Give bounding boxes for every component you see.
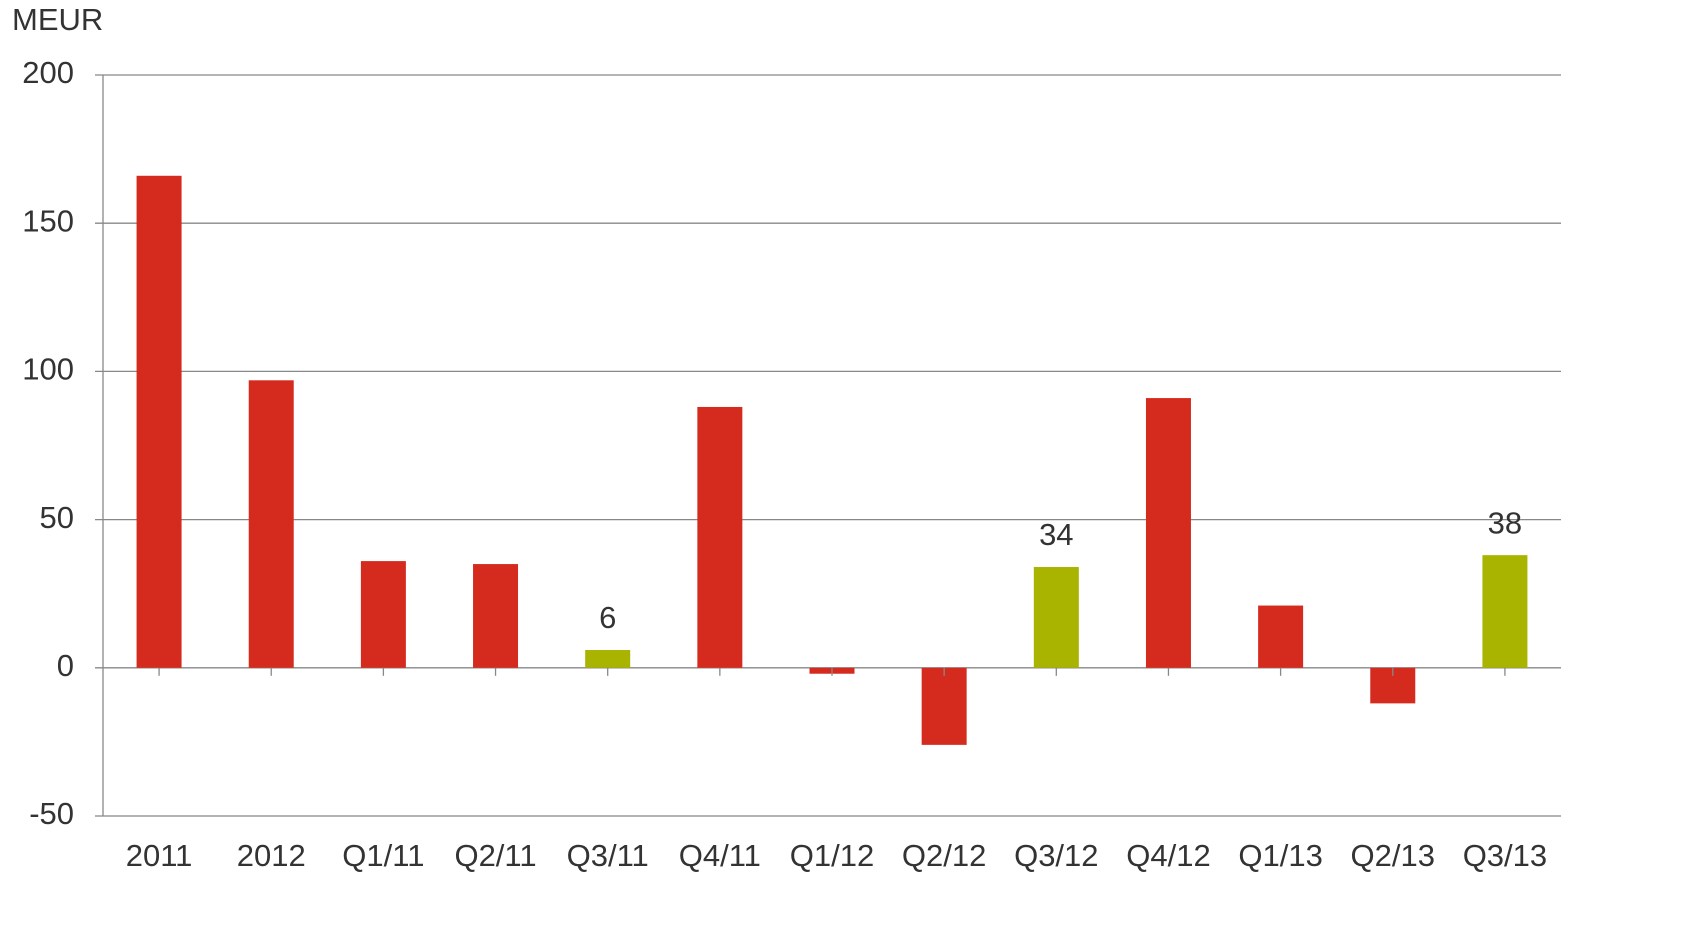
- bar: [1145, 398, 1191, 668]
- x-tick-label: Q3/13: [1463, 838, 1547, 873]
- y-tick-label: 0: [57, 648, 74, 683]
- x-tick-label: Q3/12: [1014, 838, 1098, 873]
- x-tick-label: Q2/12: [902, 838, 986, 873]
- data-label: 38: [1488, 505, 1522, 540]
- x-tick-label: Q1/13: [1238, 838, 1322, 873]
- x-tick-label: 2012: [237, 838, 306, 873]
- bar: [473, 564, 519, 668]
- bar: [360, 561, 406, 668]
- y-axis-label: MEUR: [12, 2, 103, 37]
- x-tick-label: Q2/11: [454, 838, 536, 873]
- x-tick-label: Q2/13: [1351, 838, 1435, 873]
- bar: [1033, 567, 1079, 668]
- x-tick-label: Q3/11: [567, 838, 649, 873]
- bar: [1258, 605, 1304, 668]
- y-tick-label: 100: [22, 352, 74, 387]
- y-tick-label: 150: [22, 203, 74, 238]
- data-label: 6: [599, 600, 616, 635]
- bar: [248, 380, 294, 668]
- x-tick-label: 2011: [126, 838, 193, 873]
- y-tick-label: 50: [40, 500, 74, 535]
- bar: [136, 175, 182, 668]
- x-tick-label: Q1/12: [790, 838, 874, 873]
- x-tick-label: Q1/11: [342, 838, 424, 873]
- bar: [1482, 555, 1528, 668]
- x-tick-label: Q4/11: [679, 838, 761, 873]
- bar: [585, 650, 631, 668]
- bar: [921, 667, 967, 745]
- x-tick-label: Q4/12: [1126, 838, 1210, 873]
- data-label: 34: [1039, 517, 1073, 552]
- y-tick-label: -50: [29, 796, 74, 831]
- y-tick-label: 200: [22, 55, 74, 90]
- bar: [697, 406, 743, 668]
